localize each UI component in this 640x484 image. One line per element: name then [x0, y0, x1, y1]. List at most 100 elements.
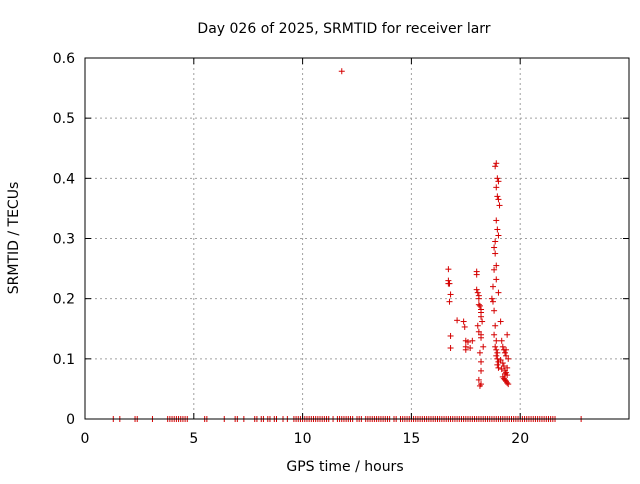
data-point	[476, 349, 483, 356]
data-point	[497, 318, 504, 325]
data-point	[494, 226, 501, 233]
data-point	[478, 313, 485, 320]
data-point	[494, 175, 501, 182]
data-point	[499, 343, 506, 350]
data-point	[478, 358, 485, 365]
data-point	[493, 184, 500, 191]
data-point	[494, 193, 501, 200]
y-tick-label: 0.2	[53, 292, 75, 308]
y-tick-label: 0.5	[53, 111, 75, 127]
data-point	[491, 244, 498, 251]
data-point	[480, 343, 487, 350]
data-point	[488, 295, 495, 302]
data-point	[505, 355, 512, 362]
data-point	[454, 317, 461, 324]
data-point	[473, 286, 480, 293]
data-point	[493, 337, 500, 344]
data-point	[493, 160, 500, 167]
data-point	[447, 291, 454, 298]
x-tick-label: 10	[294, 431, 312, 447]
points-layer	[110, 68, 585, 422]
data-point	[461, 323, 468, 330]
x-tick-label: 5	[189, 431, 198, 447]
data-point	[504, 379, 511, 386]
data-point	[467, 345, 474, 352]
data-point	[446, 298, 453, 305]
data-point	[503, 352, 510, 359]
data-point	[491, 331, 498, 338]
chart-title: Day 026 of 2025, SRMTID for receiver lar…	[197, 21, 490, 37]
data-point	[493, 262, 500, 269]
data-point	[447, 345, 454, 352]
data-point	[476, 302, 483, 309]
data-point	[493, 352, 500, 359]
data-point	[497, 357, 504, 364]
data-point	[474, 289, 481, 296]
data-point	[478, 367, 485, 374]
data-point	[505, 381, 512, 388]
data-point	[475, 295, 482, 302]
data-point	[490, 283, 496, 290]
data-point	[478, 334, 485, 341]
x-tick-label: 20	[511, 431, 529, 447]
data-point	[494, 349, 501, 356]
y-tick-label: 0.6	[53, 51, 75, 67]
data-point	[460, 318, 467, 325]
data-point	[495, 196, 502, 203]
data-point	[501, 349, 508, 356]
data-point	[493, 346, 500, 353]
data-point	[504, 364, 511, 371]
x-tick-label: 0	[81, 431, 90, 447]
data-point	[445, 266, 452, 273]
data-point	[504, 331, 511, 338]
x-tick-label: 15	[402, 431, 420, 447]
data-point	[493, 217, 500, 224]
data-point	[338, 68, 345, 75]
data-point	[447, 332, 454, 339]
data-point	[446, 280, 453, 287]
y-tick-label: 0.3	[53, 232, 75, 248]
data-point	[492, 163, 499, 170]
data-point	[469, 337, 476, 344]
data-point	[475, 328, 482, 335]
data-point	[492, 250, 499, 257]
data-point	[503, 346, 510, 353]
data-point	[496, 202, 503, 209]
data-point	[493, 276, 500, 283]
data-point	[495, 232, 502, 239]
y-tick-label: 0	[66, 412, 75, 428]
data-point	[473, 271, 480, 278]
data-point	[495, 289, 502, 296]
data-point	[500, 363, 507, 370]
data-point	[498, 366, 505, 373]
data-point	[476, 382, 483, 389]
data-point	[492, 238, 499, 245]
data-point	[495, 364, 502, 371]
grid-layer	[85, 58, 629, 419]
data-point	[491, 307, 498, 314]
x-axis-label: GPS time / hours	[286, 459, 403, 475]
data-point	[490, 298, 496, 305]
data-point	[492, 322, 499, 329]
data-point	[498, 337, 505, 344]
data-point	[475, 301, 482, 308]
data-point	[475, 376, 482, 383]
ticks-layer: 0 5 10 15 20 0 0.1 0.2 0.3 0.4 0.5 0.6	[53, 51, 629, 447]
y-tick-label: 0.4	[53, 171, 75, 187]
data-point	[494, 361, 501, 368]
data-point	[492, 343, 499, 350]
data-point	[474, 322, 481, 329]
data-point	[462, 346, 469, 353]
y-tick-label: 0.1	[53, 352, 75, 368]
data-point	[499, 360, 506, 367]
data-point	[494, 355, 501, 362]
data-point	[501, 370, 508, 377]
data-point	[464, 338, 471, 345]
y-axis-label: SRMTID / TECUs	[6, 182, 22, 295]
data-point	[495, 178, 502, 185]
data-point	[491, 266, 498, 273]
data-point	[501, 376, 508, 383]
data-point	[479, 318, 486, 325]
